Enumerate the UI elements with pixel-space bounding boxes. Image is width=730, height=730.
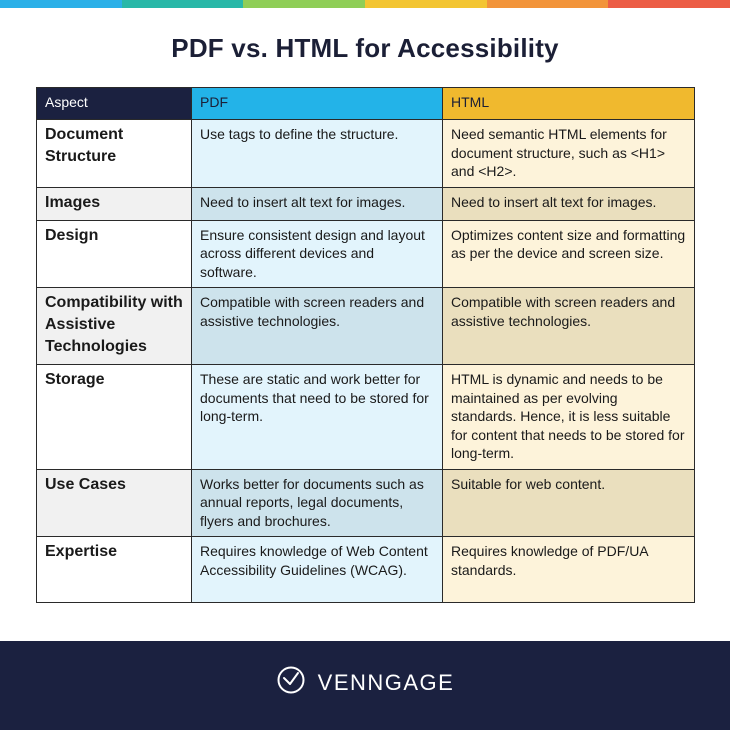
header-pdf: PDF <box>191 87 443 120</box>
page-title: PDF vs. HTML for Accessibility <box>171 33 559 63</box>
footer-bar: VENNGAGE <box>0 641 730 730</box>
color-stripe <box>365 0 487 8</box>
html-cell: HTML is dynamic and needs to be maintain… <box>442 364 695 470</box>
html-cell: Need semantic HTML elements for document… <box>442 119 695 188</box>
table-row: Expertise Requires knowledge of Web Cont… <box>36 536 695 603</box>
aspect-cell: Compatibility with Assistive Technologie… <box>36 287 192 365</box>
venngage-logo[interactable]: VENNGAGE <box>276 665 455 700</box>
color-stripe <box>243 0 366 8</box>
color-stripe <box>121 0 244 8</box>
brand-name: VENNGAGE <box>317 669 455 695</box>
html-cell: Suitable for web content. <box>442 468 695 537</box>
pdf-cell: Need to insert alt text for images. <box>191 186 443 221</box>
comparison-table: Aspect PDF HTML Document Structure Use t… <box>36 87 695 603</box>
html-cell: Requires knowledge of PDF/UA standards. <box>442 536 695 603</box>
header-aspect: Aspect <box>36 87 192 120</box>
html-cell: Compatible with screen readers and assis… <box>442 287 695 365</box>
aspect-cell: Document Structure <box>36 119 192 188</box>
top-color-bar <box>0 0 730 8</box>
header-html: HTML <box>442 87 695 120</box>
table-row: Design Ensure consistent design and layo… <box>36 219 695 288</box>
pdf-cell: Requires knowledge of Web Content Access… <box>191 536 443 603</box>
pdf-cell: Use tags to define the structure. <box>191 119 443 188</box>
aspect-cell: Storage <box>36 364 192 470</box>
html-cell: Optimizes content size and formatting as… <box>442 219 695 288</box>
venngage-logo-icon <box>276 665 306 700</box>
table-row: Document Structure Use tags to define th… <box>36 119 695 188</box>
aspect-cell: Images <box>36 186 192 221</box>
table-row: Compatibility with Assistive Technologie… <box>36 287 695 365</box>
pdf-cell: Works better for documents such as annua… <box>191 468 443 537</box>
table-row: Use Cases Works better for documents suc… <box>36 468 695 537</box>
table-header-row: Aspect PDF HTML <box>36 87 695 120</box>
table-row: Storage These are static and work better… <box>36 364 695 470</box>
table-row: Images Need to insert alt text for image… <box>36 186 695 221</box>
color-stripe <box>0 0 122 8</box>
pdf-cell: These are static and work better for doc… <box>191 364 443 470</box>
color-stripe <box>486 0 609 8</box>
aspect-cell: Expertise <box>36 536 192 603</box>
pdf-cell: Ensure consistent design and layout acro… <box>191 219 443 288</box>
aspect-cell: Design <box>36 219 192 288</box>
pdf-cell: Compatible with screen readers and assis… <box>191 287 443 365</box>
color-stripe <box>608 0 730 8</box>
html-cell: Need to insert alt text for images. <box>442 186 695 221</box>
aspect-cell: Use Cases <box>36 468 192 537</box>
